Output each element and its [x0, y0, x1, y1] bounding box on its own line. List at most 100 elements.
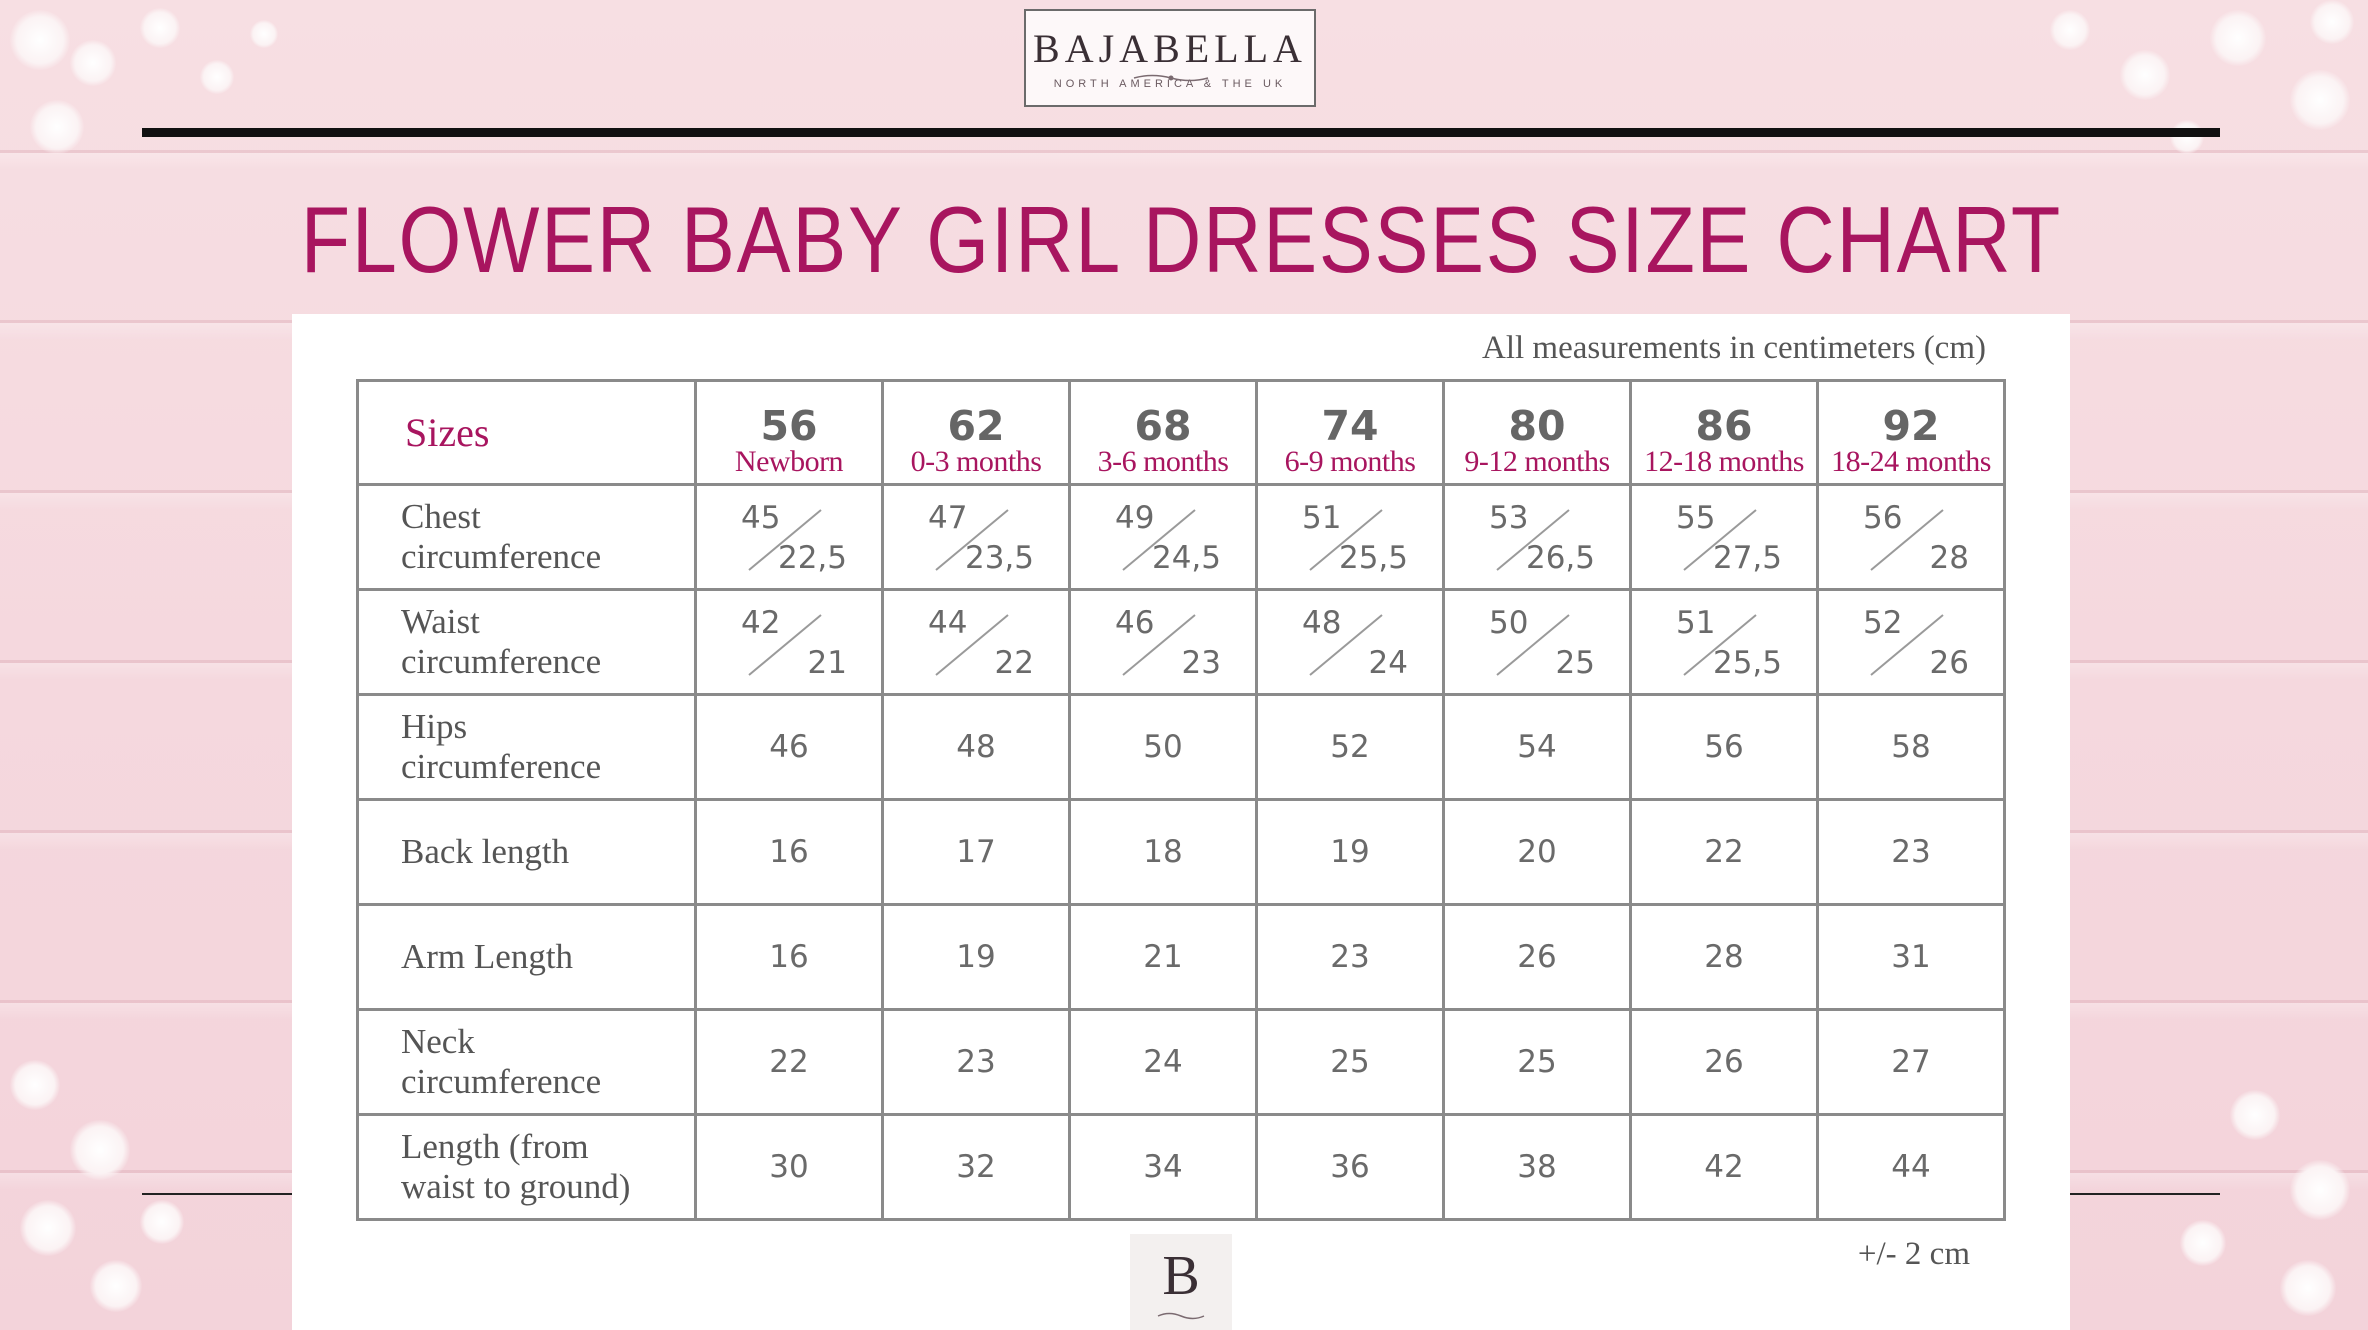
flower-decoration-bottom-left: [0, 1040, 300, 1330]
flower-decoration-top-right: [2010, 0, 2368, 200]
measurement-label-line: circumference: [401, 642, 602, 681]
brand-tagline: NORTH AMERICA & THE UK: [1053, 78, 1287, 90]
half-measurement: 25,5: [1712, 645, 1782, 681]
measurement-cell: 16: [694, 798, 884, 906]
measurement-cell: 53 26,5: [1442, 483, 1632, 591]
half-measurement: 24,5: [1151, 540, 1221, 576]
measurement-cell: 52: [1255, 693, 1445, 801]
size-number: 92: [1882, 402, 1940, 450]
measurement-label-line: Chest: [401, 497, 481, 536]
full-measurement: 51: [1302, 500, 1342, 536]
measurement-cell: 48: [881, 693, 1071, 801]
measurement-cell: 26: [1442, 903, 1632, 1011]
measurement-cell: 54: [1442, 693, 1632, 801]
split-divider-icon: [1309, 614, 1383, 676]
measurement-cell: 26: [1629, 1008, 1819, 1116]
split-divider-icon: [1870, 509, 1944, 571]
split-divider-icon: [1496, 614, 1570, 676]
split-divider-icon: [1683, 614, 1757, 676]
measurement-label: Length (from waist to ground): [356, 1113, 697, 1221]
size-header-cell: 86 12-18 months: [1629, 379, 1819, 486]
measurement-note: All measurements in centimeters (cm): [1482, 330, 1986, 366]
measurement-label-line: circumference: [401, 1062, 602, 1101]
half-measurement: 25,5: [1338, 540, 1408, 576]
measurement-label: Chest circumference: [356, 483, 697, 591]
half-measurement: 25: [1555, 645, 1595, 681]
measurement-cell: 22: [1629, 798, 1819, 906]
size-number: 74: [1321, 402, 1379, 450]
measurement-cell: 58: [1816, 693, 2006, 801]
half-measurement: 23: [1181, 645, 1221, 681]
measurement-label: Back length: [356, 798, 697, 906]
size-age-range: 0-3 months: [910, 445, 1042, 478]
brand-badge: B: [1130, 1234, 1232, 1330]
half-measurement: 27,5: [1712, 540, 1782, 576]
size-age-range: 6-9 months: [1284, 445, 1416, 478]
full-measurement: 48: [1302, 605, 1342, 641]
measurement-cell: 20: [1442, 798, 1632, 906]
measurement-cell: 44 22: [881, 588, 1071, 696]
full-measurement: 46: [1115, 605, 1155, 641]
split-divider-icon: [1496, 509, 1570, 571]
footer-divider-left: [142, 1193, 294, 1195]
measurement-row: Neck circumference 22 23 24 25 25 26 27: [356, 1008, 2006, 1116]
flower-decoration-top-left: [0, 0, 320, 200]
measurement-label-line: Arm Length: [401, 937, 574, 976]
measurement-cell: 50: [1068, 693, 1258, 801]
split-divider-icon: [935, 509, 1009, 571]
page-title: FLOWER BABY GIRL DRESSES SIZE CHART: [300, 187, 2062, 292]
measurement-cell: 46 23: [1068, 588, 1258, 696]
full-measurement: 44: [928, 605, 968, 641]
size-header-cell: 80 9-12 months: [1442, 379, 1632, 486]
footer-divider-right: [2068, 1193, 2220, 1195]
full-measurement: 50: [1489, 605, 1529, 641]
measurement-label: Waist circumference: [356, 588, 697, 696]
measurement-cell: 44: [1816, 1113, 2006, 1221]
size-number: 68: [1134, 402, 1192, 450]
half-measurement: 26,5: [1525, 540, 1595, 576]
full-measurement: 56: [1863, 500, 1903, 536]
half-measurement: 22: [994, 645, 1034, 681]
measurement-label-line: Neck: [401, 1022, 475, 1061]
measurement-cell: 25: [1255, 1008, 1445, 1116]
measurement-cell: 42 21: [694, 588, 884, 696]
measurement-cell: 31: [1816, 903, 2006, 1011]
split-divider-icon: [1122, 509, 1196, 571]
measurement-label: Hips circumference: [356, 693, 697, 801]
measurement-cell: 56 28: [1816, 483, 2006, 591]
measurement-cell: 49 24,5: [1068, 483, 1258, 591]
measurement-cell: 36: [1255, 1113, 1445, 1221]
brand-name: BAJABELLA: [1033, 26, 1307, 71]
size-age-range: 18-24 months: [1831, 445, 1991, 478]
measurement-cell: 38: [1442, 1113, 1632, 1221]
size-age-range: 3-6 months: [1097, 445, 1229, 478]
full-measurement: 52: [1863, 605, 1903, 641]
size-number: 56: [760, 402, 818, 450]
split-divider-icon: [748, 509, 822, 571]
size-age-range: 12-18 months: [1644, 445, 1804, 478]
size-chart-card: All measurements in centimeters (cm) Siz…: [292, 314, 2070, 1330]
full-measurement: 47: [928, 500, 968, 536]
badge-letter: B: [1162, 1245, 1200, 1307]
size-table: Sizes 56 Newborn 62 0-3 months 68 3-6 months 74…: [356, 379, 2006, 1221]
measurement-label: Arm Length: [356, 903, 697, 1011]
split-divider-icon: [1683, 509, 1757, 571]
measurement-cell: 50 25: [1442, 588, 1632, 696]
measurement-cell: 34: [1068, 1113, 1258, 1221]
measurement-cell: 21: [1068, 903, 1258, 1011]
split-divider-icon: [935, 614, 1009, 676]
measurement-cell: 27: [1816, 1008, 2006, 1116]
half-measurement: 21: [807, 645, 847, 681]
tolerance-note: +/- 2 cm: [1857, 1236, 1970, 1272]
measurement-row: Hips circumference 46 48 50 52 54 56 58: [356, 693, 2006, 801]
measurement-row: Chest circumference 45 22,5 47 23,5 49 24,5 51 25…: [356, 483, 2006, 591]
ornament-icon: [1133, 74, 1209, 82]
measurement-cell: 18: [1068, 798, 1258, 906]
brand-logo: BAJABELLA NORTH AMERICA & THE UK: [1024, 9, 1316, 107]
split-divider-icon: [1122, 614, 1196, 676]
measurement-cell: 55 27,5: [1629, 483, 1819, 591]
measurement-row: Waist circumference 42 21 44 22 46 23 48 24 50 25 51…: [356, 588, 2006, 696]
measurement-cell: 30: [694, 1113, 884, 1221]
full-measurement: 42: [741, 605, 781, 641]
measurement-label-line: Waist: [401, 602, 480, 641]
